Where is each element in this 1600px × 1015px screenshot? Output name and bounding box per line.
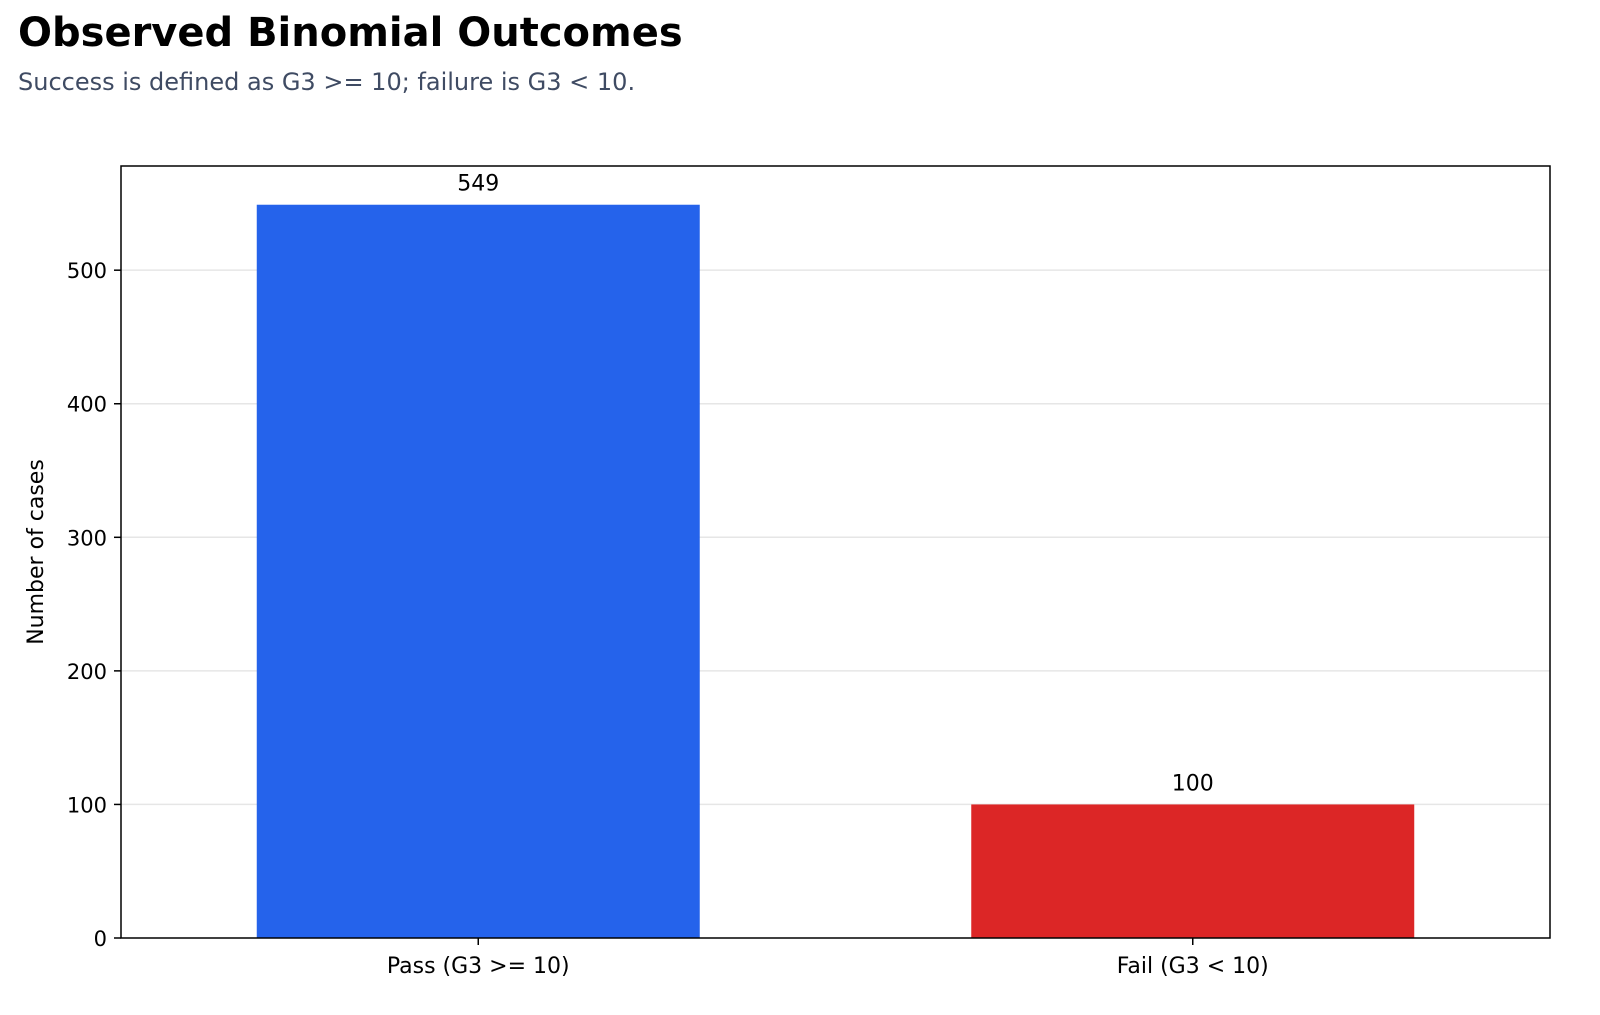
- axes: 0 100 200 300 400 500 Pass (G3 >= 10) Fail (G3 …: [67, 259, 1269, 979]
- y-tick-label: 500: [67, 259, 107, 283]
- y-axis-label: Number of cases: [24, 459, 49, 645]
- y-tick-label: 100: [67, 793, 107, 817]
- y-tick-label: 200: [67, 660, 107, 684]
- bar-fail: [971, 804, 1415, 938]
- chart-subtitle: Success is defined as G3 >= 10; failure …: [18, 68, 636, 96]
- bars: 549 100: [256, 172, 1415, 938]
- plot-frame: [120, 165, 1551, 939]
- x-tick-label: Pass (G3 >= 10): [387, 954, 570, 979]
- y-tick-label: 300: [67, 526, 107, 550]
- data-label: 549: [457, 172, 499, 197]
- y-tick-label: 400: [67, 393, 107, 417]
- y-tick-label: 0: [94, 927, 107, 951]
- bar-pass: [256, 204, 700, 938]
- data-label: 100: [1172, 771, 1214, 796]
- chart-title: Observed Binomial Outcomes: [18, 10, 683, 56]
- x-tick-label: Fail (G3 < 10): [1117, 954, 1269, 979]
